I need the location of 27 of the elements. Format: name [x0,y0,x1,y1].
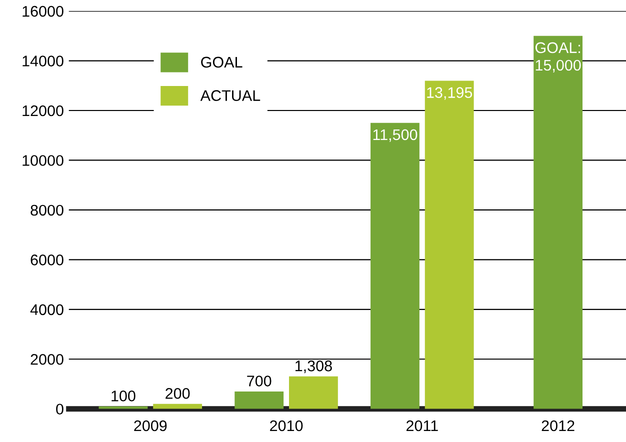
y-tick-label: 10000 [22,155,64,166]
x-tick-label: 2012 [542,420,574,432]
data-label: 11,500 [373,129,418,142]
y-tick-label: 12000 [22,105,64,116]
bar [234,391,284,409]
y-tick-label: 2000 [30,354,64,365]
x-tick-label: 2010 [270,420,303,432]
data-label: 13,195 [427,87,472,100]
x-tick-label: 2011 [406,420,438,432]
y-tick-label: 16000 [22,6,64,17]
bar [370,122,420,409]
y-tick-label: 8000 [30,204,64,216]
data-label: GOAL: 15,000 [535,42,581,72]
y-tick-label: 6000 [30,254,64,266]
data-label: 100 [112,390,136,402]
bar [424,80,474,409]
legend-label: ACTUAL [200,90,260,101]
data-label: 1,308 [296,360,332,374]
y-tick-label: 4000 [30,304,64,316]
y-tick-label: 0 [56,404,64,415]
data-label: 200 [166,388,190,399]
bar [289,376,338,409]
data-label: 700 [247,376,272,386]
legend-label: GOAL [201,56,242,68]
x-tick-label: 2009 [134,420,167,432]
bar [153,404,202,409]
y-tick-label: 14000 [22,56,64,66]
